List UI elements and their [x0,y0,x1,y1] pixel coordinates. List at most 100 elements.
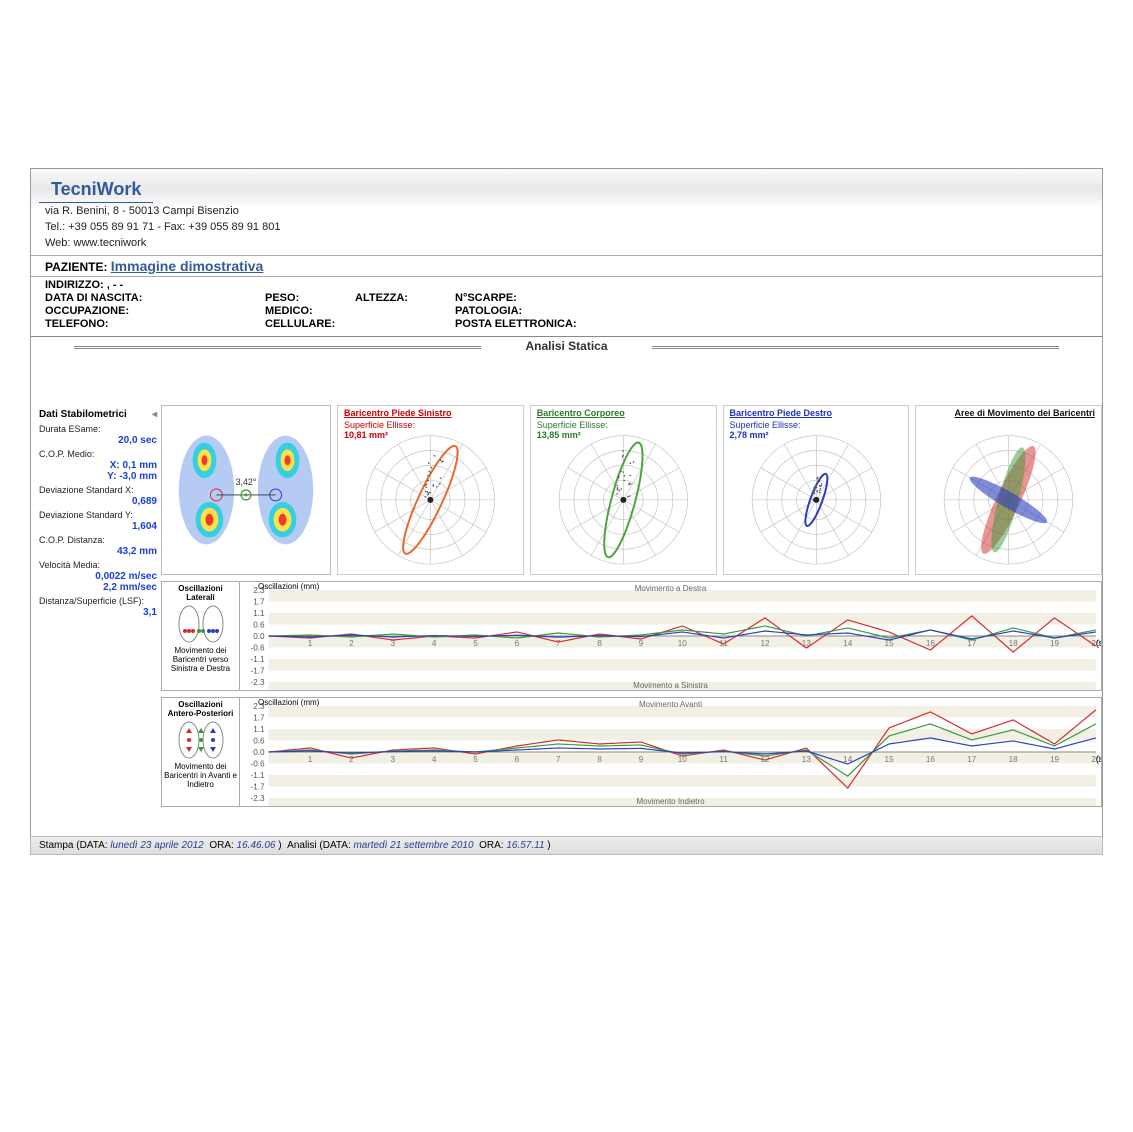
svg-text:-1.1: -1.1 [250,771,265,780]
patient-info-grid: INDIRIZZO: , - - DATA DI NASCITA: PESO: … [31,277,1102,336]
polar-right: Baricentro Piede Destro Superficie Ellis… [723,405,910,575]
svg-text:14: 14 [843,639,853,648]
svg-text:4: 4 [432,755,437,764]
section-title: Analisi Statica [31,336,1102,355]
svg-text:1: 1 [308,639,313,648]
field-occup: OCCUPAZIONE: [45,305,265,317]
svg-text:1.7: 1.7 [253,713,265,722]
svg-text:19: 19 [1050,755,1060,764]
field-peso: PESO: [265,292,355,304]
svg-text:1: 1 [308,755,313,764]
footprint-heatmap: 3,42° [161,405,331,575]
cop-y: Y: -3,0 mm [39,471,157,482]
svg-text:-1.7: -1.7 [250,783,265,792]
svg-text:0.6: 0.6 [253,737,265,746]
osc-ap-block: Oscillazioni Antero-Posteriori Movimento… [161,697,1102,807]
svg-text:2: 2 [349,755,354,764]
company-web: Web: www.tecniwork [31,235,1102,251]
polar-areas-title: Aree di Movimento dei Baricentri [954,408,1095,418]
polar-body: Baricentro Corporeo Superficie Ellisse:1… [530,405,717,575]
svg-text:15: 15 [885,755,895,764]
svg-text:16: 16 [926,755,936,764]
lsf-label: Distanza/Superficie (LSF): [39,596,144,606]
patient-name: Immagine dimostrativa [111,258,264,274]
svg-text:6: 6 [515,755,520,764]
svg-text:6: 6 [515,639,520,648]
svg-text:8: 8 [597,755,602,764]
svg-text:4: 4 [432,639,437,648]
svg-text:1.7: 1.7 [253,597,265,606]
durata-value: 20,0 sec [39,435,157,446]
field-patologia: PATOLOGIA: [455,305,655,317]
field-tel: TELEFONO: [45,318,265,330]
lsf-value: 3,1 [39,607,157,618]
print-footer: Stampa (DATA: lunedì 23 aprile 2012 ORA:… [30,836,1103,855]
dsx-value: 0,689 [39,496,157,507]
footprint-angle: 3,42° [236,477,257,487]
svg-text:7: 7 [556,755,561,764]
svg-text:2: 2 [349,639,354,648]
svg-text:0.0: 0.0 [253,632,265,641]
osc-lateral-block: Oscillazioni Laterali Movimento dei Bari… [161,581,1102,691]
cop-label: C.O.P. Medio: [39,449,94,459]
svg-text:-2.3: -2.3 [250,678,265,687]
svg-text:11: 11 [719,755,728,764]
svg-text:-1.7: -1.7 [250,667,265,676]
vel-v2: 2,2 mm/sec [39,582,157,593]
company-address: via R. Benini, 8 - 50013 Campi Bisenzio [31,203,1102,219]
collapse-icon[interactable]: ◂ [152,409,157,420]
report-panel: TecniWork via R. Benini, 8 - 50013 Campi… [30,168,1103,848]
svg-text:3: 3 [390,755,395,764]
dsy-label: Deviazione Standard Y: [39,510,133,520]
svg-text:-0.6: -0.6 [250,760,265,769]
company-tel: Tel.: +39 055 89 91 71 - Fax: +39 055 89… [31,219,1102,235]
stabilo-title: Dati Stabilometrici [39,409,127,420]
svg-text:-2.3: -2.3 [250,794,265,803]
svg-text:7: 7 [556,639,561,648]
field-indirizzo: INDIRIZZO: , - - [45,279,265,291]
svg-text:0.6: 0.6 [253,621,265,630]
svg-text:5: 5 [473,639,478,648]
stabilometric-sidebar: Dati Stabilometrici ◂ Durata ESame:20,0 s… [31,405,161,807]
polar-left-title: Baricentro Piede Sinistro [344,408,452,418]
osc-lateral-legend: Oscillazioni Laterali Movimento dei Bari… [162,582,240,690]
polar-right-title: Baricentro Piede Destro [730,408,833,418]
field-dob: DATA DI NASCITA: [45,292,265,304]
svg-text:18: 18 [1009,639,1019,648]
polar-row: 3,42° Baricentro Piede Sinistro Superfic… [161,405,1102,575]
field-cell: CELLULARE: [265,318,355,330]
cop-x: X: 0,1 mm [39,460,157,471]
field-medico: MEDICO: [265,305,355,317]
durata-label: Durata ESame: [39,424,101,434]
patient-bar: PAZIENTE: Immagine dimostrativa [31,255,1102,277]
vel-label: Velocità Media: [39,560,100,570]
dist-label: C.O.P. Distanza: [39,535,105,545]
svg-text:12: 12 [760,639,770,648]
dist-value: 43,2 mm [39,546,157,557]
svg-text:-0.6: -0.6 [250,644,265,653]
svg-text:0.0: 0.0 [253,748,265,757]
polar-left: Baricentro Piede Sinistro Superficie Ell… [337,405,524,575]
svg-text:13: 13 [802,755,812,764]
svg-text:-1.1: -1.1 [250,655,265,664]
vel-v1: 0,0022 m/sec [39,571,157,582]
polar-areas: Aree di Movimento dei Baricentri [915,405,1102,575]
patient-label: PAZIENTE: [45,260,107,274]
svg-text:17: 17 [967,755,977,764]
osc-ap-chart: Oscillazioni (mm) Movimento Avanti Movim… [240,698,1101,806]
osc-lateral-chart: Oscillazioni (mm) Movimento a Destra Mov… [240,582,1101,690]
osc-ap-legend: Oscillazioni Antero-Posteriori Movimento… [162,698,240,806]
svg-text:(sec): (sec) [1096,638,1101,648]
company-title: TecniWork [39,173,153,203]
dsx-label: Deviazione Standard X: [39,485,134,495]
svg-text:5: 5 [473,755,478,764]
svg-text:19: 19 [1050,639,1060,648]
field-email: POSTA ELETTRONICA: [455,318,655,330]
svg-text:10: 10 [678,639,688,648]
field-altezza: ALTEZZA: [355,292,455,304]
svg-text:8: 8 [597,639,602,648]
svg-text:1.1: 1.1 [253,725,265,734]
svg-text:9: 9 [639,755,644,764]
svg-text:18: 18 [1009,755,1019,764]
polar-body-title: Baricentro Corporeo [537,408,625,418]
